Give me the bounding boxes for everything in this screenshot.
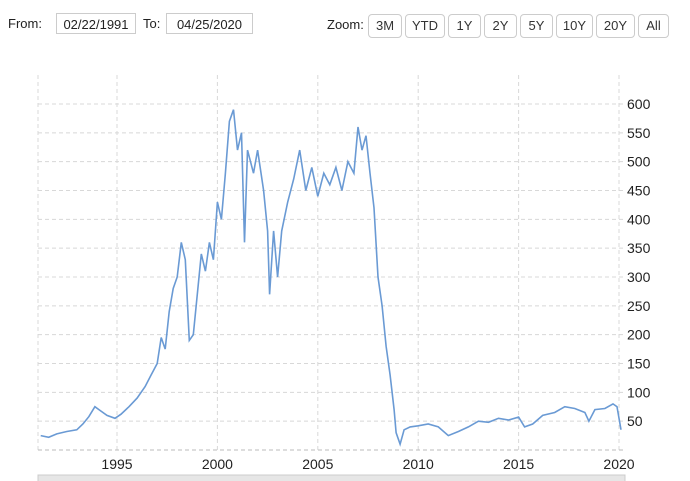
y-tick-label: 450: [627, 182, 651, 198]
x-tick-label: 2020: [603, 456, 634, 472]
navigator-scrollbar[interactable]: [37, 474, 626, 481]
price-series-line: [40, 109, 622, 447]
zoom-5y-button[interactable]: 5Y: [520, 14, 553, 38]
zoom-1y-button[interactable]: 1Y: [448, 14, 481, 38]
to-label: To:: [143, 16, 161, 31]
zoom-20y-button[interactable]: 20Y: [596, 14, 635, 38]
y-tick-label: 150: [627, 355, 651, 371]
x-tick-label: 2010: [403, 456, 434, 472]
y-tick-label: 100: [627, 384, 651, 400]
y-tick-label: 50: [627, 413, 643, 429]
zoom-all-button[interactable]: All: [638, 14, 669, 38]
y-tick-label: 400: [627, 211, 651, 227]
x-tick-label: 2005: [302, 456, 333, 472]
from-label: From:: [8, 16, 42, 31]
y-tick-label: 200: [627, 327, 651, 343]
from-date-input[interactable]: 02/22/1991: [56, 13, 136, 34]
y-tick-label: 250: [627, 298, 651, 314]
zoom-ytd-button[interactable]: YTD: [405, 14, 445, 38]
x-tick-label: 1995: [101, 456, 132, 472]
y-tick-label: 500: [627, 154, 651, 170]
zoom-2y-button[interactable]: 2Y: [484, 14, 517, 38]
to-date-input[interactable]: 04/25/2020: [166, 13, 253, 34]
y-tick-label: 600: [627, 96, 651, 112]
y-tick-label: 300: [627, 269, 651, 285]
x-tick-label: 2015: [503, 456, 534, 472]
zoom-label: Zoom:: [327, 17, 364, 32]
y-tick-label: 550: [627, 125, 651, 141]
x-tick-label: 2000: [202, 456, 233, 472]
y-tick-label: 350: [627, 240, 651, 256]
zoom-10y-button[interactable]: 10Y: [556, 14, 593, 38]
zoom-3m-button[interactable]: 3M: [368, 14, 402, 38]
